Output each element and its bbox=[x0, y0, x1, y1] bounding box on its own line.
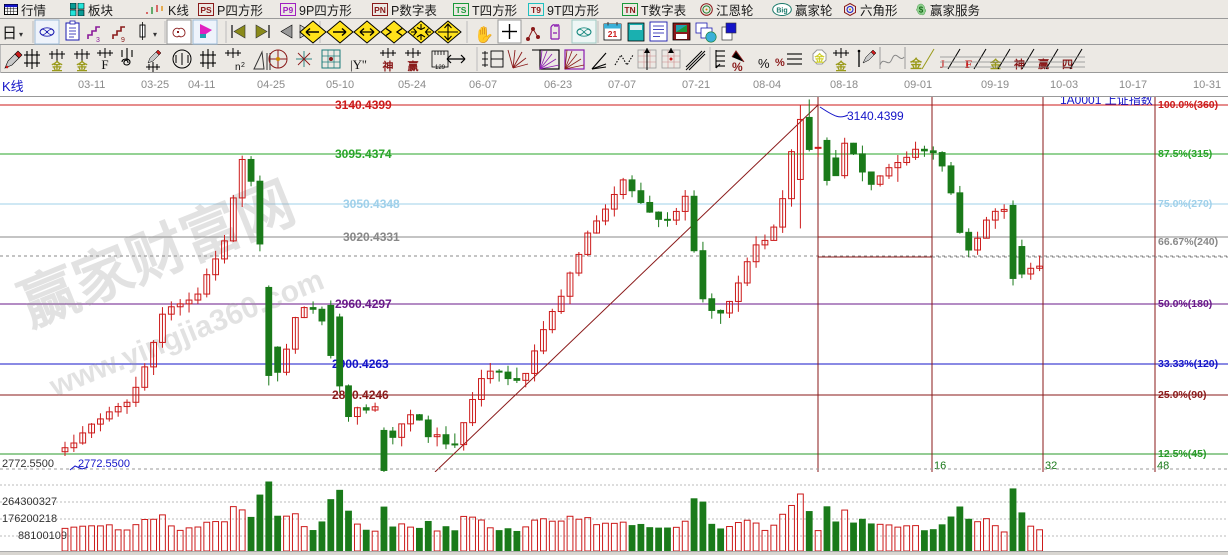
svg-text:04-11: 04-11 bbox=[188, 79, 215, 91]
svg-text:金: 金 bbox=[814, 52, 826, 65]
svg-text:1A0001 上证指数: 1A0001 上证指数 bbox=[1060, 97, 1153, 107]
svg-text:66.67%(240): 66.67%(240) bbox=[1158, 236, 1218, 248]
svg-text:%: % bbox=[758, 56, 770, 71]
svg-text:赢: 赢 bbox=[408, 59, 419, 73]
svg-text:$: $ bbox=[919, 6, 924, 15]
svg-text:3140.4399: 3140.4399 bbox=[335, 98, 392, 112]
svg-text:3020.4331: 3020.4331 bbox=[343, 230, 400, 244]
svg-text:9: 9 bbox=[121, 37, 125, 44]
svg-text:3095.4374: 3095.4374 bbox=[335, 147, 392, 161]
svg-text:87.5%(315): 87.5%(315) bbox=[1158, 148, 1212, 160]
svg-text:2772.5500: 2772.5500 bbox=[2, 458, 54, 470]
svg-text:09-19: 09-19 bbox=[981, 79, 1009, 91]
svg-text:129: 129 bbox=[435, 65, 446, 71]
svg-text:75.0%(270): 75.0%(270) bbox=[1158, 198, 1212, 210]
svg-text:03-11: 03-11 bbox=[78, 79, 105, 91]
svg-text:05-24: 05-24 bbox=[398, 79, 426, 91]
svg-text:06-07: 06-07 bbox=[469, 79, 497, 91]
svg-text:21: 21 bbox=[608, 29, 618, 39]
svg-text:金: 金 bbox=[909, 56, 923, 71]
svg-text:16: 16 bbox=[934, 460, 946, 472]
svg-text:04-25: 04-25 bbox=[257, 79, 285, 91]
svg-text:F: F bbox=[101, 57, 108, 72]
svg-text:48: 48 bbox=[1157, 460, 1169, 472]
svg-text:2960.4297: 2960.4297 bbox=[335, 297, 392, 311]
svg-text:32: 32 bbox=[1045, 460, 1057, 472]
svg-text:神: 神 bbox=[1014, 57, 1025, 71]
svg-text:F: F bbox=[965, 57, 972, 71]
svg-text:07-21: 07-21 bbox=[682, 79, 710, 91]
svg-text:Big: Big bbox=[776, 8, 787, 15]
svg-text:金: 金 bbox=[835, 59, 848, 73]
svg-text:n: n bbox=[235, 62, 241, 73]
svg-text:J: J bbox=[940, 57, 945, 71]
svg-text:12.5%(45): 12.5%(45) bbox=[1158, 448, 1206, 460]
svg-text:10-17: 10-17 bbox=[1119, 79, 1147, 91]
svg-text:09-01: 09-01 bbox=[904, 79, 932, 91]
svg-text:|Y'': |Y'' bbox=[350, 57, 367, 72]
svg-text:四: 四 bbox=[1062, 58, 1073, 71]
svg-text:2870.4246: 2870.4246 bbox=[332, 388, 389, 402]
svg-text:▾: ▾ bbox=[19, 30, 23, 39]
svg-text:10-31: 10-31 bbox=[1193, 79, 1221, 91]
svg-text:05-10: 05-10 bbox=[326, 79, 354, 91]
svg-text:25.0%(90): 25.0%(90) bbox=[1158, 389, 1206, 401]
svg-text:264300327: 264300327 bbox=[2, 496, 57, 508]
svg-text:金: 金 bbox=[51, 59, 64, 73]
svg-text:金: 金 bbox=[76, 59, 89, 73]
svg-text:▾: ▾ bbox=[153, 30, 157, 39]
svg-text:3140.4399: 3140.4399 bbox=[847, 109, 904, 123]
svg-text:50.0%(180): 50.0%(180) bbox=[1158, 298, 1212, 310]
svg-text:08-04: 08-04 bbox=[753, 79, 781, 91]
svg-text:2: 2 bbox=[241, 62, 245, 69]
svg-text:10-03: 10-03 bbox=[1050, 79, 1078, 91]
svg-text:100.0%(360): 100.0%(360) bbox=[1158, 99, 1218, 111]
svg-text:%: % bbox=[775, 57, 785, 69]
svg-text:88100109: 88100109 bbox=[18, 530, 67, 542]
svg-text:3050.4348: 3050.4348 bbox=[343, 197, 400, 211]
svg-text:33.33%(120): 33.33%(120) bbox=[1158, 358, 1218, 370]
svg-text:日: 日 bbox=[2, 25, 17, 42]
svg-text:✋: ✋ bbox=[474, 25, 494, 44]
svg-text:金: 金 bbox=[989, 57, 1002, 71]
svg-text:%: % bbox=[732, 60, 743, 73]
svg-text:03-25: 03-25 bbox=[141, 79, 169, 91]
svg-text:07-07: 07-07 bbox=[608, 79, 636, 91]
svg-text:06-23: 06-23 bbox=[544, 79, 572, 91]
svg-text:176200218: 176200218 bbox=[2, 513, 57, 525]
svg-text:08-18: 08-18 bbox=[830, 79, 858, 91]
svg-text:赢: 赢 bbox=[1038, 57, 1049, 71]
svg-text:3: 3 bbox=[96, 37, 100, 44]
svg-text:神: 神 bbox=[383, 59, 394, 73]
